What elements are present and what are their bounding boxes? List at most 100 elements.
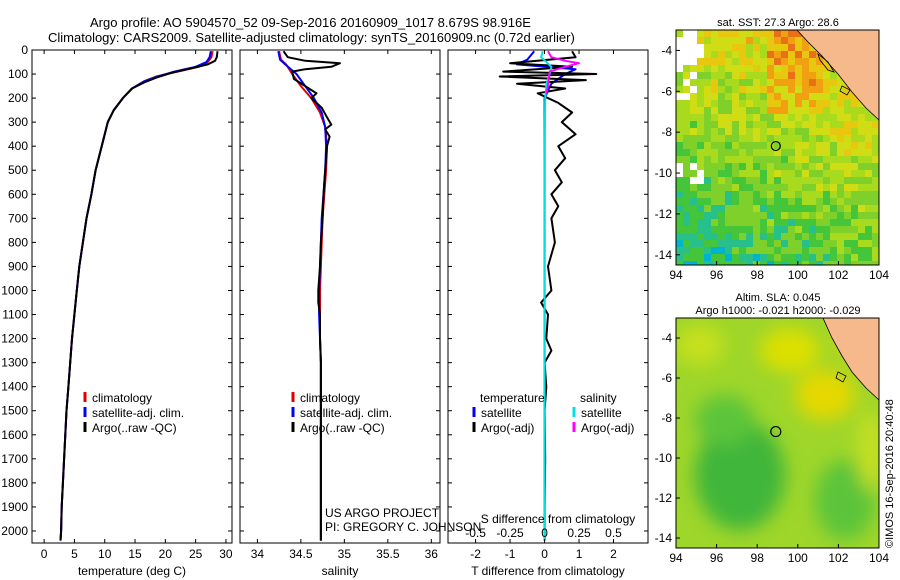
sst-cell bbox=[816, 177, 823, 184]
sst-cell bbox=[802, 205, 809, 212]
sst-cell bbox=[739, 44, 746, 51]
sst-cell bbox=[816, 149, 823, 156]
sst-cell bbox=[704, 51, 711, 58]
sst-cell bbox=[781, 198, 788, 205]
sst-cell bbox=[739, 254, 746, 261]
sst-cell bbox=[823, 135, 830, 142]
sst-cell bbox=[767, 205, 774, 212]
sst-cell bbox=[816, 107, 823, 114]
sst-cell bbox=[844, 191, 851, 198]
sst-cell bbox=[781, 135, 788, 142]
x-tick-label: 35.5 bbox=[376, 547, 400, 561]
sst-cell bbox=[746, 163, 753, 170]
sst-cell bbox=[697, 37, 704, 44]
sst-cell bbox=[676, 30, 683, 37]
sst-cell bbox=[676, 233, 683, 240]
sst-cell bbox=[795, 44, 802, 51]
sst-cell bbox=[865, 205, 872, 212]
sst-cell bbox=[837, 184, 844, 191]
sst-cell bbox=[802, 142, 809, 149]
sst-cell bbox=[704, 135, 711, 142]
sst-cell bbox=[690, 142, 697, 149]
sst-cell bbox=[767, 114, 774, 121]
sst-cell bbox=[844, 170, 851, 177]
sst-cell bbox=[858, 177, 865, 184]
sst-cell bbox=[760, 51, 767, 58]
sst-cell bbox=[753, 261, 760, 265]
x-tick-label: 36 bbox=[425, 547, 439, 561]
legend-entry: satellite-adj. clim. bbox=[92, 406, 184, 420]
sst-cell bbox=[816, 191, 823, 198]
legend-entry: Argo(-adj) bbox=[581, 421, 634, 435]
sst-cell bbox=[809, 114, 816, 121]
sst-cell bbox=[788, 163, 795, 170]
sst-cell bbox=[865, 254, 872, 261]
sst-cell bbox=[830, 149, 837, 156]
sst-cell bbox=[872, 233, 879, 240]
sst-cell bbox=[683, 121, 690, 128]
sst-cell bbox=[753, 247, 760, 254]
sst-cell bbox=[739, 100, 746, 107]
sst-cell bbox=[739, 72, 746, 79]
sst-cell bbox=[830, 226, 837, 233]
sst-cell bbox=[774, 163, 781, 170]
sst-cell bbox=[676, 135, 683, 142]
x-tick-label: 98 bbox=[751, 268, 765, 282]
sst-cell bbox=[830, 212, 837, 219]
sst-cell bbox=[697, 65, 704, 72]
sst-cell bbox=[760, 107, 767, 114]
series-line bbox=[282, 50, 341, 541]
credit-text: ©IMOS 16-Sep-2016 20:40:48 bbox=[884, 399, 896, 548]
sst-cell bbox=[788, 121, 795, 128]
sst-cell bbox=[795, 128, 802, 135]
sst-cell bbox=[711, 149, 718, 156]
sst-cell bbox=[697, 184, 704, 191]
legend-title: salinity bbox=[580, 391, 617, 405]
sst-cell bbox=[732, 261, 739, 265]
sst-cell bbox=[844, 163, 851, 170]
sst-cell bbox=[865, 128, 872, 135]
sst-cell bbox=[865, 247, 872, 254]
sst-cell bbox=[872, 128, 879, 135]
sst-cell bbox=[809, 51, 816, 58]
sst-cell bbox=[725, 37, 732, 44]
sst-cell bbox=[809, 58, 816, 65]
sst-cell bbox=[851, 226, 858, 233]
sst-cell bbox=[760, 86, 767, 93]
sst-cell bbox=[725, 107, 732, 114]
sst-cell bbox=[711, 79, 718, 86]
sst-cell bbox=[795, 177, 802, 184]
sst-cell bbox=[753, 170, 760, 177]
sst-cell bbox=[739, 233, 746, 240]
sst-cell bbox=[858, 121, 865, 128]
sst-cell bbox=[788, 149, 795, 156]
sst-cell bbox=[739, 65, 746, 72]
sst-cell bbox=[711, 219, 718, 226]
sst-cell bbox=[879, 86, 886, 93]
sst-cell bbox=[816, 93, 823, 100]
sst-cell bbox=[697, 212, 704, 219]
sst-cell bbox=[753, 44, 760, 51]
sst-cell bbox=[781, 149, 788, 156]
sst-cell bbox=[697, 233, 704, 240]
sst-cell bbox=[760, 30, 767, 37]
sst-cell bbox=[795, 170, 802, 177]
sst-cell bbox=[851, 198, 858, 205]
sst-cell bbox=[725, 30, 732, 37]
sst-cell bbox=[767, 121, 774, 128]
sst-cell bbox=[690, 79, 697, 86]
sst-cell bbox=[760, 93, 767, 100]
sst-cell bbox=[879, 107, 886, 114]
coastline-island bbox=[839, 85, 851, 96]
sst-cell bbox=[858, 149, 865, 156]
sst-cell bbox=[788, 226, 795, 233]
sst-cell bbox=[781, 184, 788, 191]
sst-cell bbox=[718, 128, 725, 135]
sla-map-frame bbox=[675, 317, 880, 549]
sst-cell bbox=[781, 79, 788, 86]
sst-cell bbox=[837, 205, 844, 212]
sst-cell bbox=[697, 107, 704, 114]
sst-cell bbox=[767, 128, 774, 135]
sst-cell bbox=[858, 233, 865, 240]
sst-cell bbox=[767, 86, 774, 93]
